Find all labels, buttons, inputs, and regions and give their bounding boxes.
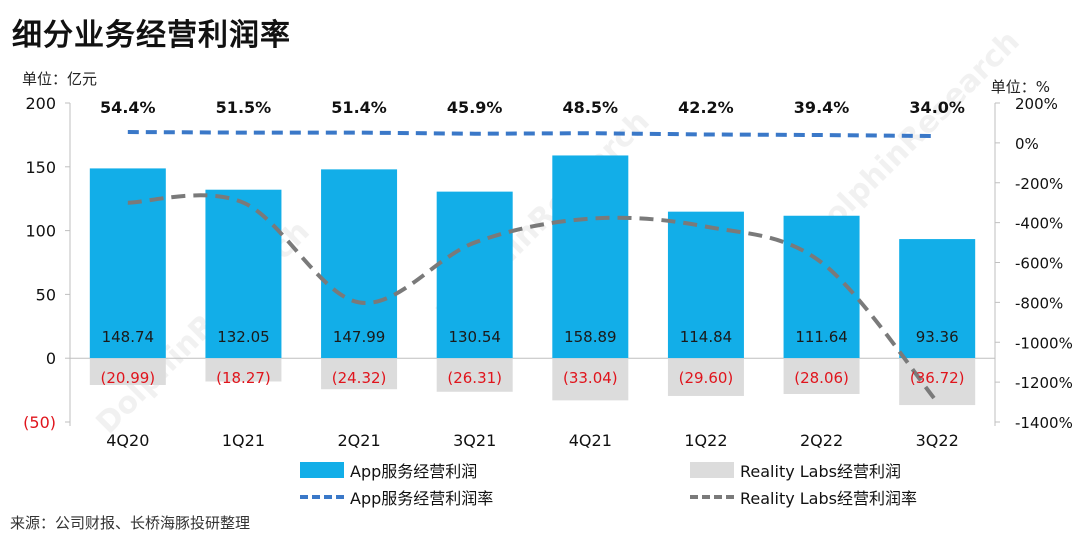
legend-rl-profit: Reality Labs经营利润 (690, 458, 901, 482)
rl-profit-bar (89, 358, 166, 385)
app-margin-value-label: 54.4% (100, 98, 156, 117)
category-label: 2Q22 (800, 431, 843, 450)
app-margin-value-label: 51.5% (216, 98, 272, 117)
app-margin-value-label: 51.4% (331, 98, 387, 117)
left-tick-label: 50 (36, 285, 56, 304)
app-margin-line (127, 130, 938, 139)
app-profit-bar (436, 191, 513, 359)
left-tick-label: 0 (46, 349, 56, 368)
legend-rl-margin: Reality Labs经营利润率 (690, 485, 917, 509)
app-profit-bar (205, 189, 282, 359)
rl-profit-value-label: (29.60) (679, 369, 734, 387)
right-tick-label: -1000% (1015, 334, 1073, 352)
category-label: 3Q22 (916, 431, 959, 450)
legend-app-margin: App服务经营利润率 (300, 485, 493, 509)
left-tick-label: 150 (25, 158, 56, 177)
rl-profit-value-label: (28.06) (794, 369, 849, 387)
rl-profit-value-label: (36.72) (910, 369, 965, 387)
legend-swatch-rl-line (690, 495, 734, 499)
right-tick-label: -800% (1015, 294, 1063, 312)
category-label: 1Q21 (222, 431, 265, 450)
right-axis-unit: 单位：% (990, 78, 1050, 96)
rl-profit-bar (552, 358, 629, 401)
right-tick-label: 200% (1015, 95, 1058, 113)
app-margin-value-label: 48.5% (563, 98, 619, 117)
left-axis-unit: 单位：亿元 (22, 70, 98, 88)
rl-profit-value-label: (33.04) (563, 369, 618, 387)
rl-profit-bar (205, 358, 282, 382)
legend-swatch-rl-bar (690, 462, 734, 478)
legend-app-profit: App服务经营利润 (300, 458, 477, 482)
rl-profit-value-label: (20.99) (100, 369, 155, 387)
app-profit-bar (899, 239, 976, 359)
app-profit-bar (321, 169, 398, 359)
rl-profit-bar (436, 358, 513, 392)
rl-profit-bar (667, 358, 744, 396)
right-tick-label: -1400% (1015, 414, 1073, 432)
rl-profit-bar (321, 358, 398, 390)
legend-swatch-app-bar (300, 462, 344, 478)
category-label: 4Q20 (106, 431, 149, 450)
category-label: 2Q21 (337, 431, 380, 450)
rl-profit-value-label: (18.27) (216, 369, 271, 387)
right-tick-label: -1200% (1015, 374, 1073, 392)
rl-profit-value-label: (26.31) (447, 369, 502, 387)
app-profit-value-label: 130.54 (448, 328, 501, 346)
rl-margin-line (127, 193, 939, 404)
rl-profit-bar (899, 358, 976, 406)
legend-app-margin-label: App服务经营利润率 (350, 489, 494, 508)
legend-rl-profit-label: Reality Labs经营利润 (740, 462, 901, 481)
category-label: 4Q21 (569, 431, 612, 450)
legend-swatch-app-line (300, 495, 344, 499)
right-tick-label: 0% (1015, 135, 1039, 153)
rl-profit-value-label: (24.32) (332, 369, 387, 387)
app-profit-value-label: 111.64 (795, 328, 848, 346)
rl-profit-bar (783, 358, 860, 395)
right-tick-label: -600% (1015, 255, 1063, 273)
app-profit-value-label: 158.89 (564, 328, 617, 346)
chart-title: 细分业务经营利润率 (12, 18, 291, 53)
left-tick-label: 200 (25, 94, 56, 113)
right-tick-label: -400% (1015, 215, 1063, 233)
category-label: 1Q22 (684, 431, 727, 450)
left-tick-label: 100 (25, 222, 56, 241)
left-tick-label: (50) (23, 413, 56, 432)
category-label: 3Q21 (453, 431, 496, 450)
app-margin-value-label: 45.9% (447, 98, 503, 117)
app-margin-value-label: 34.0% (909, 98, 965, 117)
app-profit-value-label: 114.84 (680, 328, 733, 346)
app-margin-value-label: 39.4% (794, 98, 850, 117)
app-margin-value-label: 42.2% (678, 98, 734, 117)
right-tick-label: -200% (1015, 175, 1063, 193)
legend-rl-margin-label: Reality Labs经营利润率 (740, 489, 917, 508)
app-profit-bar (552, 155, 629, 359)
app-profit-value-label: 147.99 (333, 328, 386, 346)
app-profit-value-label: 148.74 (102, 328, 155, 346)
app-profit-bar (667, 211, 744, 359)
app-profit-value-label: 93.36 (916, 328, 959, 346)
source-note: 来源：公司财报、长桥海豚投研整理 (10, 514, 251, 532)
legend-app-profit-label: App服务经营利润 (350, 462, 478, 481)
app-profit-value-label: 132.05 (217, 328, 270, 346)
